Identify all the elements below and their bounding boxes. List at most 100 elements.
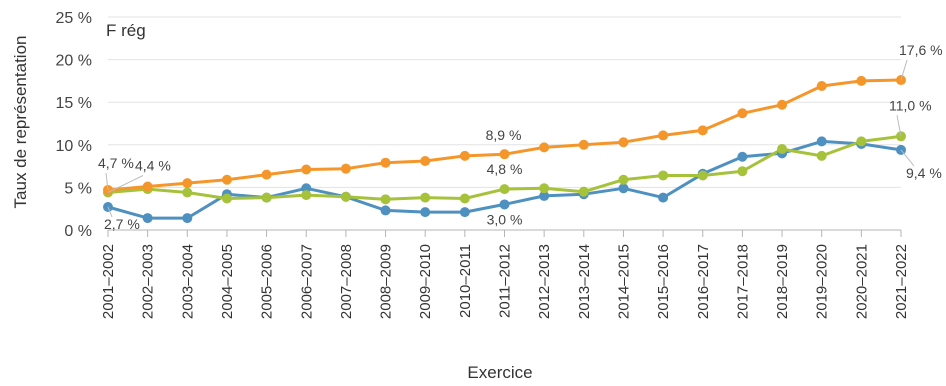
series-point-0 [539,142,550,153]
label-leader-line [900,149,915,167]
label-leader-line [900,59,908,81]
y-tick-label: 0 % [64,223,92,240]
series-point-0 [221,174,232,185]
series-point-0 [658,130,669,141]
x-tick-label: 2011–2012 [497,244,514,318]
x-tick-label: 2021–2022 [893,244,910,319]
x-tick-label: 2007–2008 [338,244,355,319]
series-point-0 [340,163,351,174]
series-point-0 [499,149,510,160]
series-point-1 [816,150,827,161]
x-tick-label: 2017–2018 [734,244,751,319]
series-point-0 [380,157,391,168]
x-axis-title: Exercice [467,363,532,382]
series-point-1 [697,170,708,181]
x-tick-label: 2002–2003 [140,244,157,319]
series-point-2 [539,190,550,201]
series-point-0 [816,81,827,92]
x-tick-label: 2019–2020 [814,244,831,319]
series-point-1 [737,166,748,177]
data-label: 9,4 % [906,165,942,181]
series-point-0 [856,75,867,86]
y-axis-ticks: 0 % 5 % 10 % 15 % 20 % 25 % [56,10,92,240]
series-point-1 [777,144,788,155]
series-point-0 [182,178,193,189]
x-tick-label: 2015–2016 [655,244,672,319]
y-tick-label: 15 % [56,95,92,112]
x-tick-label: 2018–2019 [774,244,791,319]
y-tick-label: 5 % [64,180,92,197]
x-axis-ticks: 2001–2002 2002–2003 2003–2004 2004–2005 2005… [100,230,910,319]
x-tick-label: 2014–2015 [615,244,632,319]
series-point-2 [420,207,431,218]
y-tick-label: 10 % [56,138,92,155]
series-point-2 [499,199,510,210]
series-point-1 [856,136,867,147]
series-point-2 [618,183,629,194]
y-tick-label: 25 % [56,10,92,27]
y-axis-title: Taux de représentation [11,36,30,209]
x-tick-label: 2008–2009 [378,244,395,319]
series-point-0 [459,150,470,161]
series-point-2 [658,192,669,203]
x-tick-label: 2020–2021 [853,244,870,319]
data-label: 8,9 % [486,127,522,143]
x-tick-label: 2004–2005 [219,244,236,319]
series-point-2 [182,213,193,224]
series-point-1 [459,193,470,204]
series-point-1 [618,174,629,185]
series-point-0 [737,108,748,119]
x-tick-label: 2006–2007 [298,244,315,319]
series-point-1 [539,183,550,194]
series-point-1 [499,184,510,195]
series-point-1 [658,170,669,181]
x-tick-label: 2016–2017 [695,244,712,319]
x-tick-label: 2009–2010 [417,244,434,319]
series-point-2 [816,136,827,147]
series-point-2 [459,207,470,218]
series-point-2 [142,213,153,224]
x-tick-label: 2003–2004 [179,244,196,319]
series-point-1 [420,192,431,203]
label-leader-line [896,115,902,137]
series-point-1 [261,192,272,203]
x-tick-label: 2013–2014 [576,244,593,319]
series-point-1 [380,194,391,205]
series-point-0 [697,125,708,136]
label-leader-line [107,206,113,218]
data-labels: 4,7 % 17,6 % 8,9 % 4,4 % 4,8 % 11,0 % 2,7 % 3,0… [98,42,943,232]
series-point-0 [261,169,272,180]
data-label: 11,0 % [889,97,932,113]
series-point-0 [142,181,153,192]
x-tick-label: 2010–2011 [457,244,474,318]
label-leader-line [105,172,109,191]
data-label: 3,0 % [487,211,523,227]
series-point-0 [420,155,431,166]
label-leader-line [107,175,144,193]
series-point-2 [737,151,748,162]
data-label: 2,7 % [104,216,140,232]
y-tick-label: 20 % [56,53,92,70]
series-point-1 [578,186,589,197]
data-label: 4,8 % [487,161,523,177]
panel-label: F rég [106,21,146,40]
series-point-0 [777,99,788,110]
series-point-0 [578,139,589,150]
series-point-1 [340,191,351,202]
x-tick-label: 2001–2002 [100,244,117,319]
x-tick-label: 2012–2013 [536,244,553,319]
series-point-0 [301,164,312,175]
series-point-1 [221,193,232,204]
data-label: 4,4 % [135,158,171,174]
data-label: 4,7 % [98,155,134,171]
series-points [103,75,906,224]
gridlines [108,16,901,231]
series-point-0 [618,137,629,148]
series-point-1 [301,190,312,201]
data-label: 17,6 % [899,42,943,58]
x-tick-label: 2005–2006 [259,244,276,319]
series-point-1 [182,187,193,198]
series-point-2 [380,205,391,216]
